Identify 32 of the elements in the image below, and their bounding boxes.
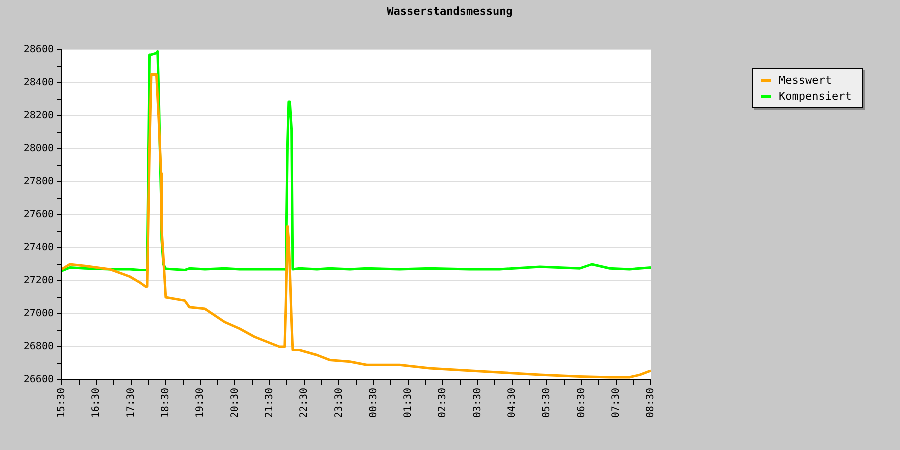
x-tick-label: 07:30	[610, 388, 622, 418]
y-tick-label: 28600	[24, 44, 54, 56]
chart-title: Wasserstandsmessung	[386, 5, 514, 18]
x-tick-label: 23:30	[334, 388, 345, 418]
x-tick-label: 05:30	[542, 388, 553, 418]
y-tick-label: 28200	[24, 110, 54, 122]
x-tick-label: 20:30	[230, 388, 241, 418]
y-tick-label: 27400	[24, 242, 54, 254]
x-tick-label: 21:30	[264, 388, 276, 418]
x-tick-label: 22:30	[299, 388, 310, 418]
x-tick-label: 01:30	[403, 388, 414, 418]
x-tick-label: 04:30	[507, 388, 518, 418]
y-tick-label: 27200	[24, 276, 54, 287]
y-tick-label: 26600	[24, 374, 54, 386]
x-tick-label: 15:30	[56, 388, 68, 418]
y-tick-label: 28400	[24, 78, 54, 89]
legend-label: Messwert	[779, 74, 832, 86]
y-tick-label: 27800	[24, 176, 54, 188]
x-tick-label: 06:30	[576, 388, 588, 418]
y-tick-label: 28000	[24, 144, 54, 155]
x-tick-label: 17:30	[126, 388, 137, 418]
y-tick-label: 27000	[24, 308, 54, 320]
x-tick-label: 16:30	[91, 388, 102, 418]
y-tick-label: 27600	[24, 210, 54, 221]
x-tick-label: 02:30	[438, 388, 449, 418]
x-tick-label: 03:30	[472, 388, 484, 418]
x-tick-label: 00:30	[368, 388, 380, 418]
x-tick-label: 08:30	[646, 388, 657, 418]
legend-label: Kompensiert	[779, 90, 852, 102]
x-tick-label: 19:30	[195, 388, 206, 418]
x-tick-label: 18:30	[160, 388, 172, 418]
y-tick-label: 26800	[24, 342, 54, 353]
